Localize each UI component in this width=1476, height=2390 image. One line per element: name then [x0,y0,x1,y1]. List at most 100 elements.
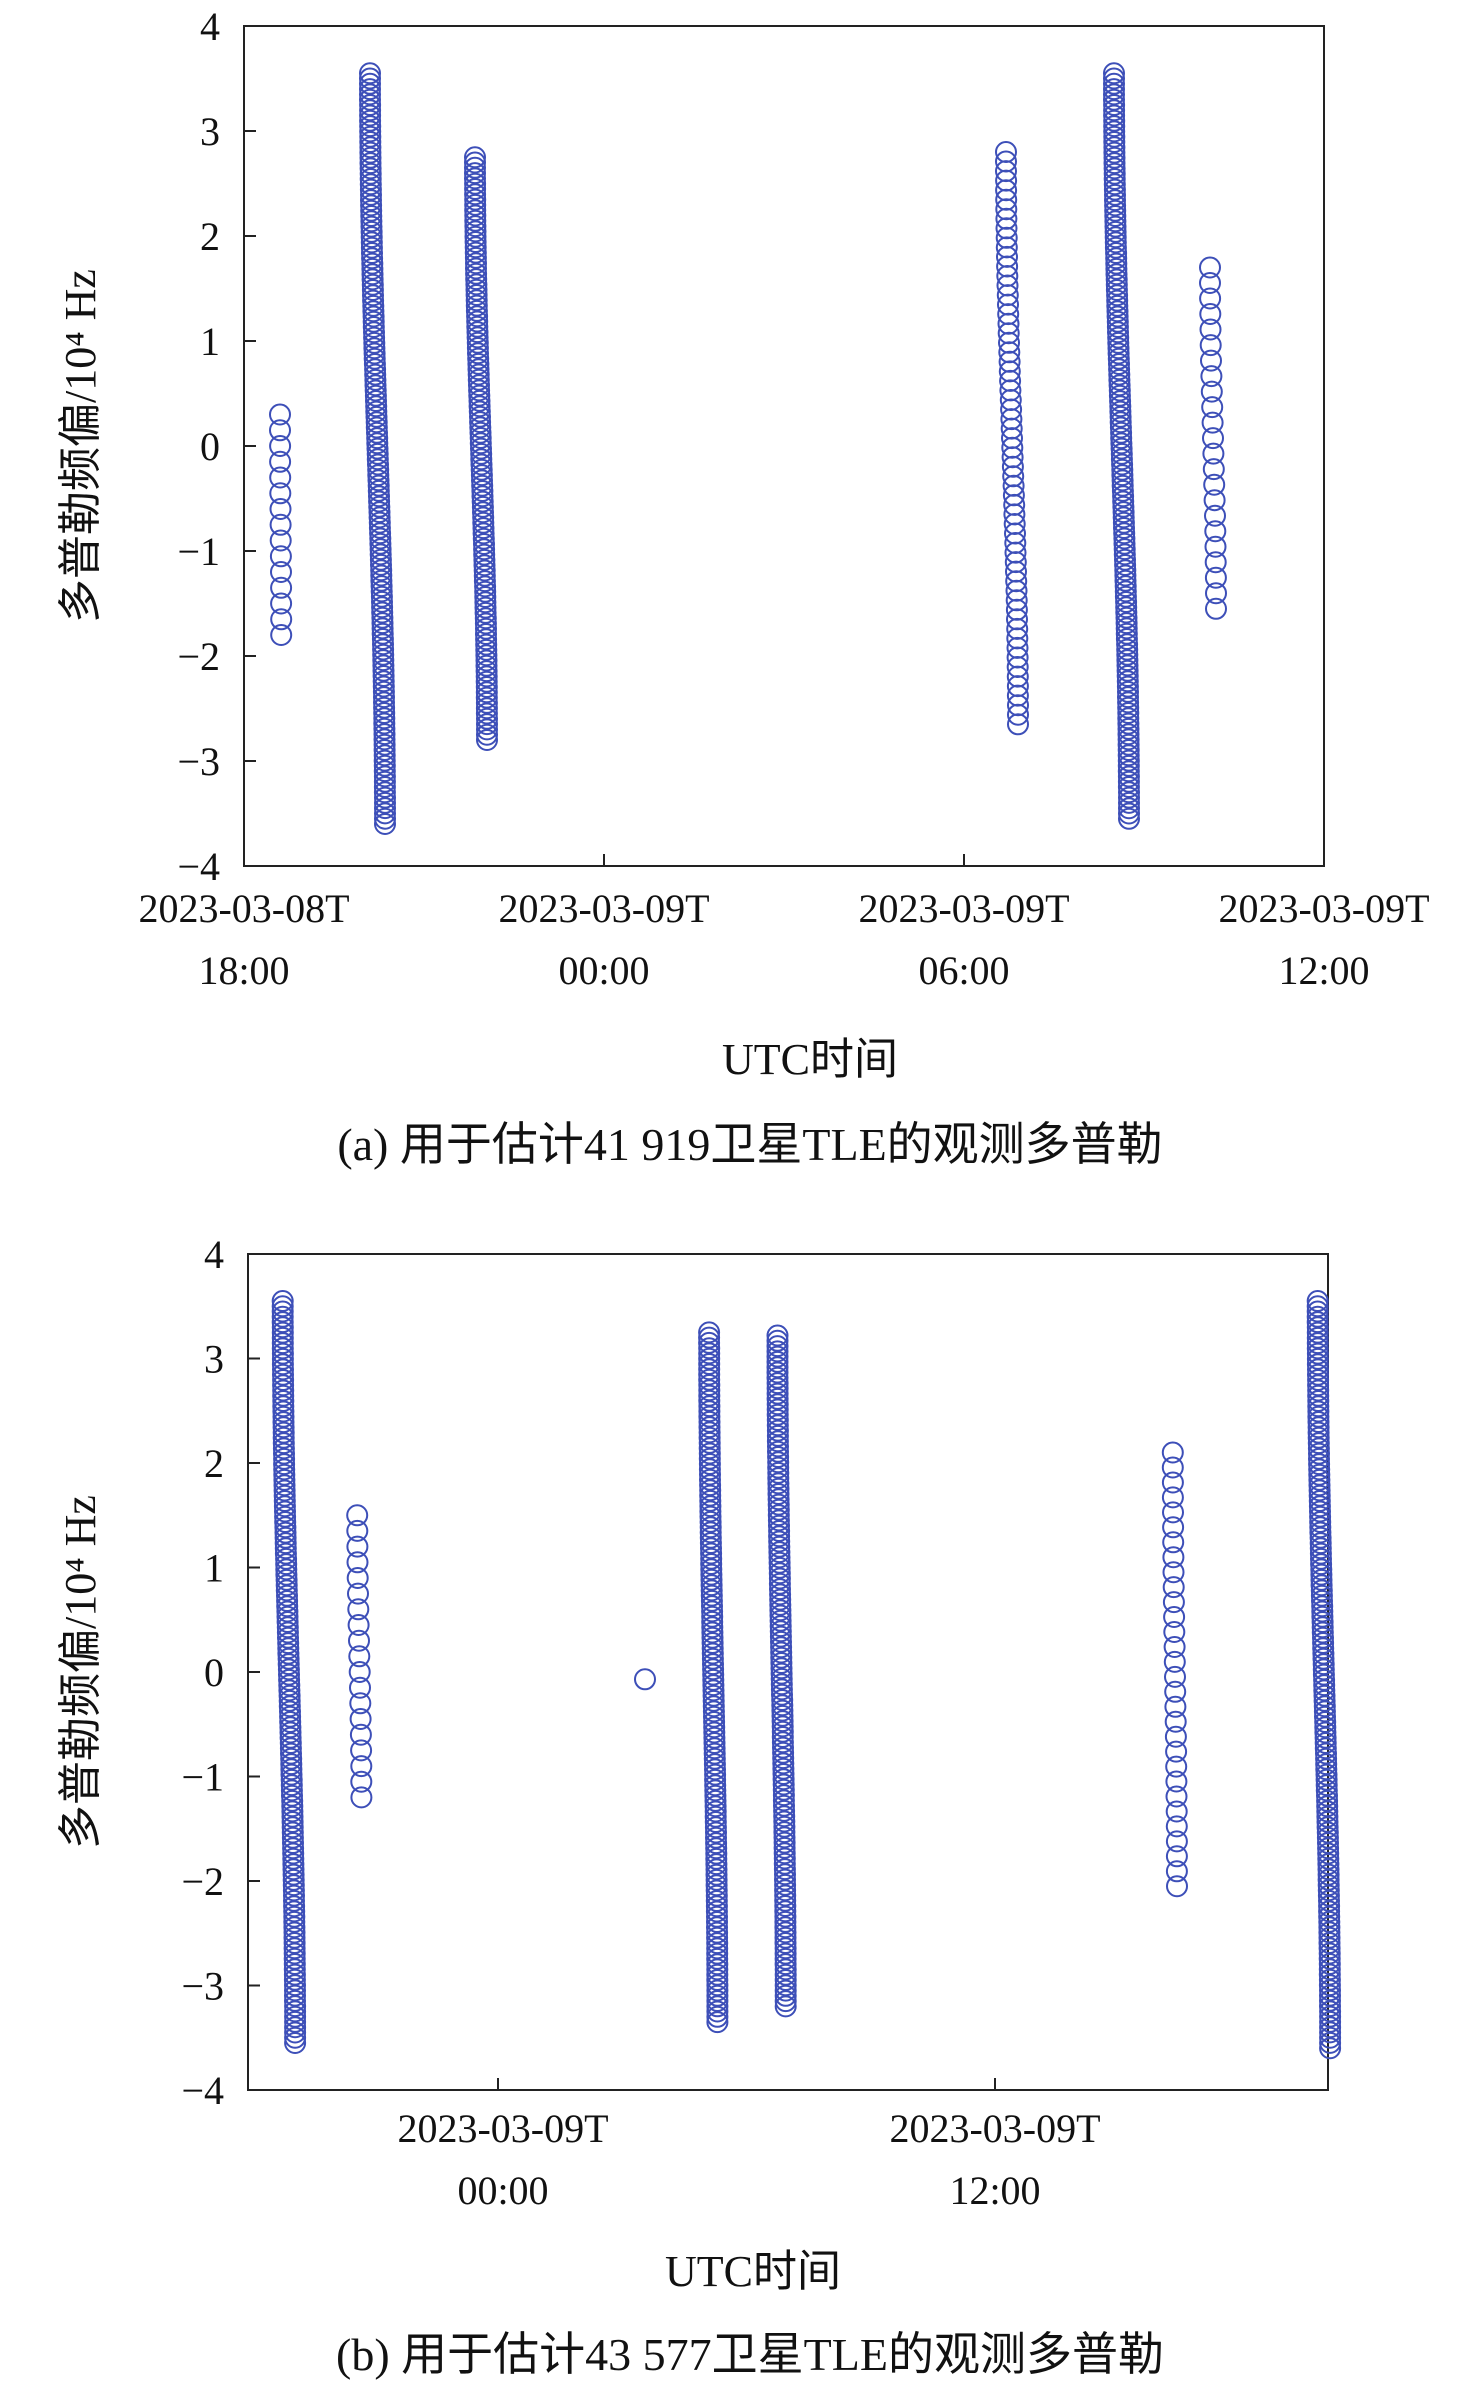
scatter-point [368,506,391,529]
scatter-point [1318,1932,1341,1954]
scatter-point [1165,1770,1188,1793]
scatter-point [349,1692,372,1715]
scatter-point [1306,1300,1329,1323]
scatter-point [770,1630,792,1653]
scatter-point [464,183,487,206]
scatter-point [1104,215,1127,238]
scatter-point [1205,582,1227,605]
scatter-point [701,1616,724,1639]
y-tick-label: 4 [204,1232,224,1277]
scatter-point [1115,622,1138,645]
scatter-point [360,189,382,212]
scatter-point [359,125,382,148]
scatter-point [702,1674,725,1697]
scatter-point [475,691,498,714]
y-axis-label-b: 多普勒频偏/10⁴ Hz [56,1495,105,1849]
scatter-point [1116,633,1139,656]
scatter-point [769,1578,791,1601]
scatter-point [373,723,396,746]
scatter-point [767,1483,790,1505]
scatter-point [374,791,396,814]
scatter-point [1307,1369,1330,1391]
scatter-point [366,442,389,465]
scatter-point [1203,473,1226,496]
scatter-point [1161,1441,1184,1464]
scatter-point [275,1553,298,1576]
scatter-point [1317,1832,1339,1854]
scatter-point [468,379,491,402]
scatter-point [1111,458,1134,481]
scatter-point [359,131,382,153]
scatter-point [1202,427,1224,450]
scatter-point [766,1398,789,1421]
scatter-point [703,1711,726,1733]
scatter-point [1103,62,1125,85]
scatter-point [702,1658,725,1681]
scatter-point [283,1895,306,1918]
scatter-point [699,1463,721,1486]
scatter-point [1117,717,1140,740]
scatter-point [770,1662,793,1685]
scatter-point [774,1984,797,2007]
scatter-point [766,1409,789,1431]
scatter-point [473,543,496,566]
scatter-point [1118,807,1140,830]
scatter-point [269,466,292,489]
scatter-point [700,1574,723,1597]
scatter-point [1318,1974,1341,1997]
scatter-point [284,2032,307,2054]
scatter-point [373,733,396,756]
scatter-point [1200,349,1222,372]
scatter-point [373,765,396,788]
scatter-point [1112,506,1135,529]
scatter-point [1310,1568,1333,1591]
scatter-point [1306,1326,1329,1349]
scatter-point [350,1786,373,1809]
scatter-point [1117,770,1140,793]
scatter-point [1165,1815,1188,1838]
scatter-point [360,199,383,222]
scatter-point [698,1447,721,1470]
scatter-point [1117,723,1140,746]
scatter-point [1306,1347,1329,1370]
scatter-point [1317,1842,1340,1865]
scatter-point [1165,1740,1188,1763]
scatter-point [772,1773,795,1796]
scatter-point [702,1700,725,1723]
scatter-point [363,347,386,370]
scatter-point [768,1535,791,1558]
scatter-point [472,527,495,550]
scatter-point [698,1363,721,1386]
scatter-point [774,1995,797,2018]
scatter-point [272,1405,295,1428]
scatter-point [1106,300,1129,323]
scatter-point [701,1637,724,1660]
scatter-point [347,1614,370,1636]
scatter-point [1319,2021,1342,2044]
scatter-point [770,1646,793,1669]
scatter-point [1111,479,1134,502]
scatter-point [706,1990,729,2012]
scatter-point [365,400,388,423]
scatter-point [1199,287,1222,310]
scatter-point [698,1437,721,1460]
scatter-point [466,337,489,359]
scatter-point [1318,1905,1341,1928]
scatter-point [704,1779,727,1802]
scatter-point [359,99,382,122]
scatter-point [699,1532,722,1554]
scatter-point [699,1500,722,1523]
scatter-point [1309,1500,1331,1523]
scatter-point [475,702,498,725]
scatter-point [350,1770,373,1793]
scatter-point [272,1358,294,1381]
scatter-point [348,1645,371,1668]
scatter-point [1202,442,1225,465]
scatter-point [767,1477,790,1500]
scatter-point [698,1410,721,1433]
scatter-point [359,83,381,106]
scatter-point [280,1768,303,1791]
scatter-point [269,450,292,473]
scatter-point [774,1963,797,1986]
scatter-point [1307,1358,1329,1381]
